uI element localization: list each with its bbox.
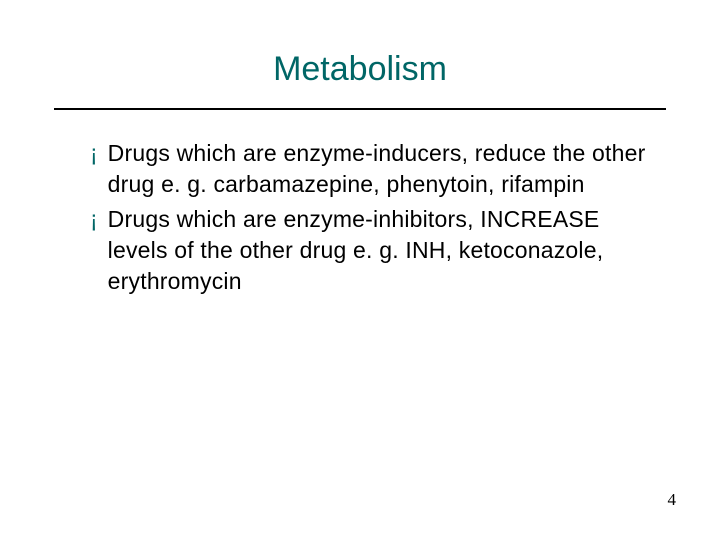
list-item: ¡ Drugs which are enzyme-inducers, reduc… <box>90 138 650 200</box>
list-item: ¡ Drugs which are enzyme-inhibitors, INC… <box>90 204 650 297</box>
bullet-text: Drugs which are enzyme-inducers, reduce … <box>108 138 650 200</box>
slide-title: Metabolism <box>273 50 447 89</box>
bullet-icon: ¡ <box>90 204 98 235</box>
content-area: ¡ Drugs which are enzyme-inducers, reduc… <box>90 138 650 301</box>
bullet-icon: ¡ <box>90 138 98 169</box>
page-number: 4 <box>668 490 677 510</box>
bullet-text: Drugs which are enzyme-inhibitors, INCRE… <box>108 204 650 297</box>
title-divider <box>54 108 666 110</box>
title-container: Metabolism <box>0 50 720 89</box>
